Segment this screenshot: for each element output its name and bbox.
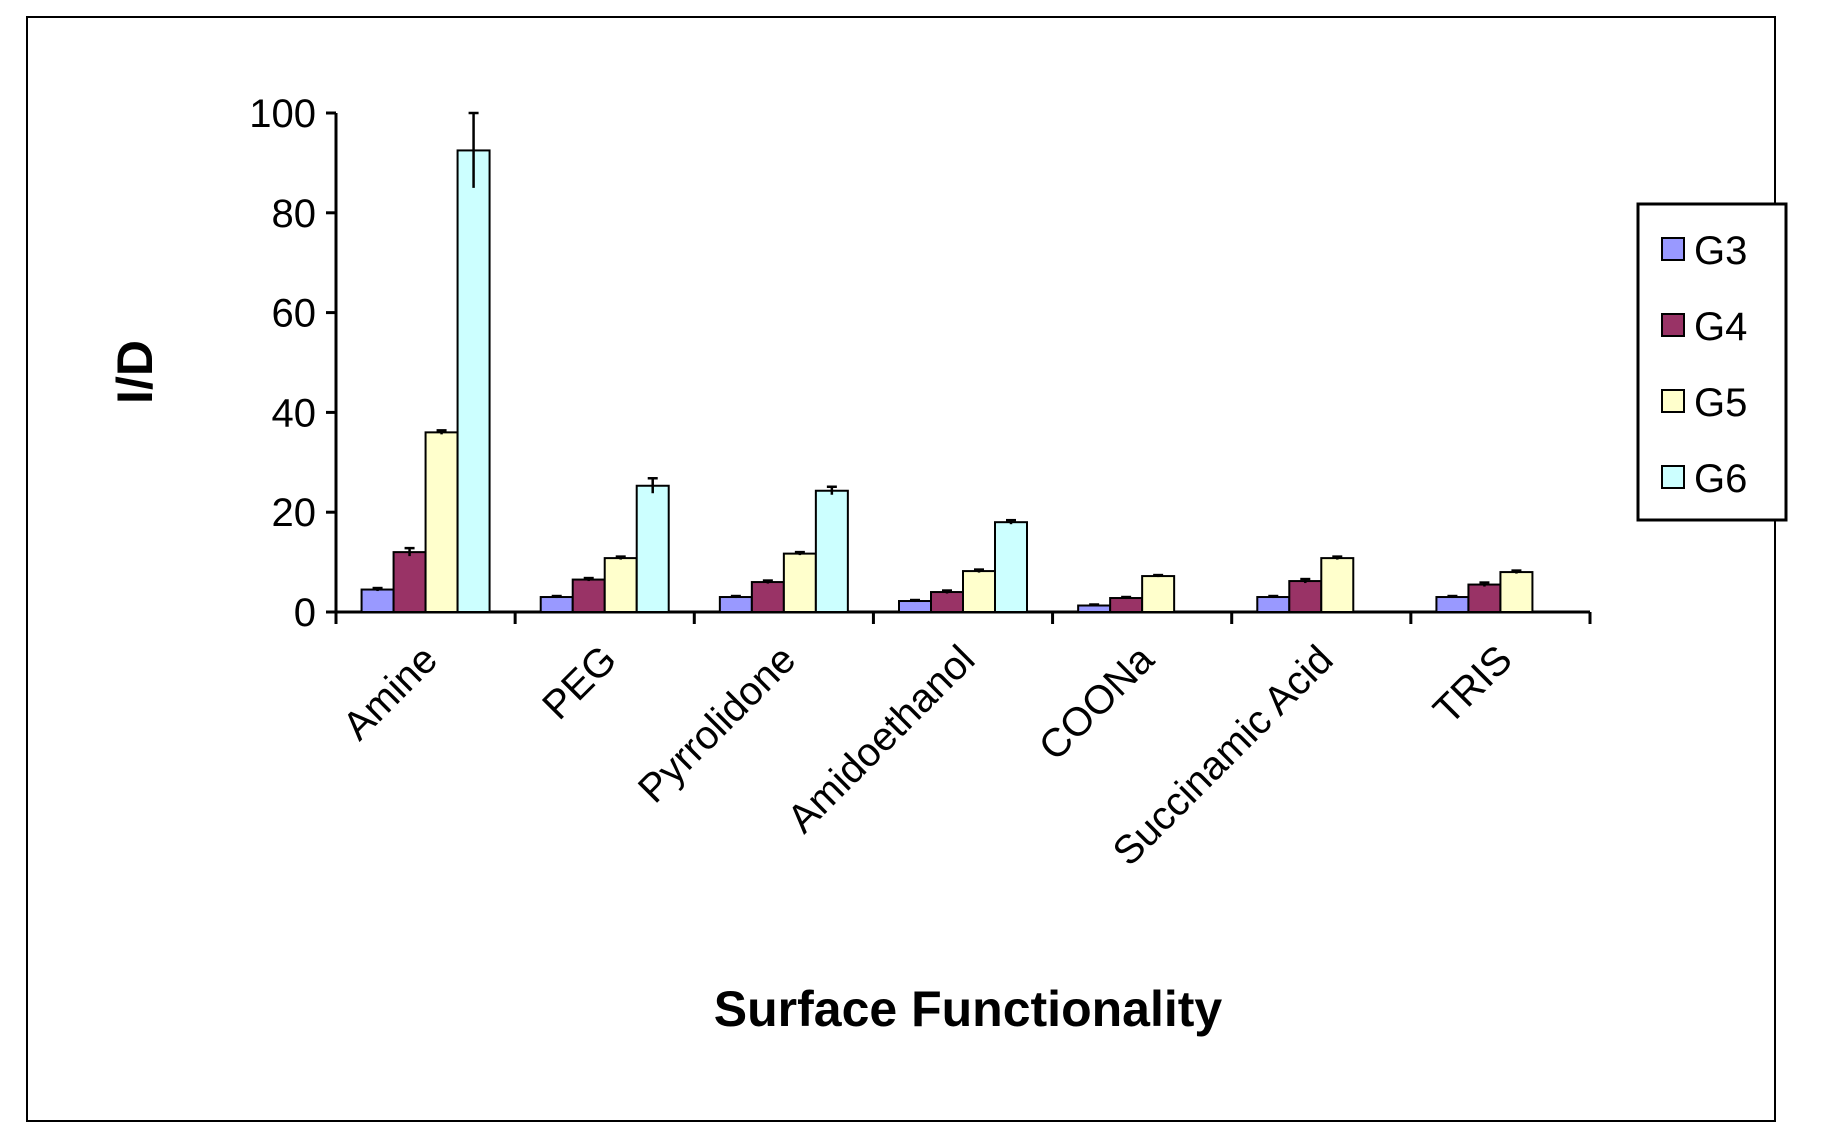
legend: G3 G4 G5 G6	[1636, 202, 1788, 522]
x-tick-label: Pyrrolidone	[630, 637, 804, 811]
bar-G5-amine	[424, 431, 459, 613]
bars-group	[360, 149, 1534, 614]
x-tick-label: COONa	[1031, 637, 1163, 769]
bar-G3-amidoethanol	[898, 600, 932, 613]
bar-G4-amine	[392, 551, 427, 613]
bar-G6-peg	[635, 484, 670, 613]
y-tick-label: 100	[249, 92, 316, 136]
bar-G4-coona	[1109, 597, 1144, 614]
legend-label-G6: G6	[1694, 457, 1747, 501]
bar-G5-amidoethanol	[962, 570, 996, 613]
bar-G3-amine	[360, 588, 395, 613]
bar-G6-amine	[456, 149, 491, 614]
x-tick-label: TRIS	[1425, 637, 1521, 733]
x-axis-title: Surface Functionality	[714, 981, 1223, 1037]
y-tick-label: 20	[272, 491, 317, 535]
legend-swatch-G3	[1661, 237, 1685, 261]
legend-swatch-G5	[1661, 389, 1685, 413]
bar-G4-pyrrolidone	[750, 581, 785, 613]
chart-frame	[26, 16, 1776, 1122]
bar-G3-succinamic-acid	[1256, 596, 1291, 614]
bar-G6-pyrrolidone	[814, 489, 849, 614]
y-tick-label: 60	[272, 292, 317, 336]
legend-label-G5: G5	[1694, 381, 1747, 425]
y-tick-label: 0	[294, 591, 316, 635]
x-tick-label: PEG	[534, 637, 625, 728]
legend-swatch-G4	[1661, 313, 1685, 337]
bar-G6-amidoethanol	[994, 521, 1028, 613]
legend-swatch-G6	[1661, 465, 1685, 489]
bar-G5-tris	[1499, 571, 1534, 614]
bar-G5-succinamic-acid	[1320, 557, 1355, 613]
legend-label-G4: G4	[1694, 305, 1747, 349]
bar-G5-pyrrolidone	[782, 552, 817, 614]
legend-label-G3: G3	[1694, 229, 1747, 273]
y-axis: 0 20 40 60 80 100	[249, 92, 338, 635]
bar-G3-pyrrolidone	[718, 596, 753, 614]
x-tick-label: Amidoethanol	[779, 637, 983, 841]
bar-G3-tris	[1435, 596, 1470, 614]
error-bars-group	[372, 111, 1522, 607]
bar-G4-tris	[1467, 583, 1502, 613]
bar-G4-amidoethanol	[930, 591, 964, 613]
bar-G4-peg	[571, 578, 606, 614]
bar-G3-peg	[539, 596, 574, 614]
y-axis-title: I/D	[107, 340, 163, 404]
y-tick-label: 40	[272, 391, 317, 435]
x-tick-label: Amine	[335, 637, 446, 748]
bar-G4-succinamic-acid	[1288, 580, 1323, 614]
y-tick-label: 80	[272, 192, 317, 236]
bar-G5-peg	[603, 557, 638, 613]
bar-G5-coona	[1141, 575, 1176, 614]
